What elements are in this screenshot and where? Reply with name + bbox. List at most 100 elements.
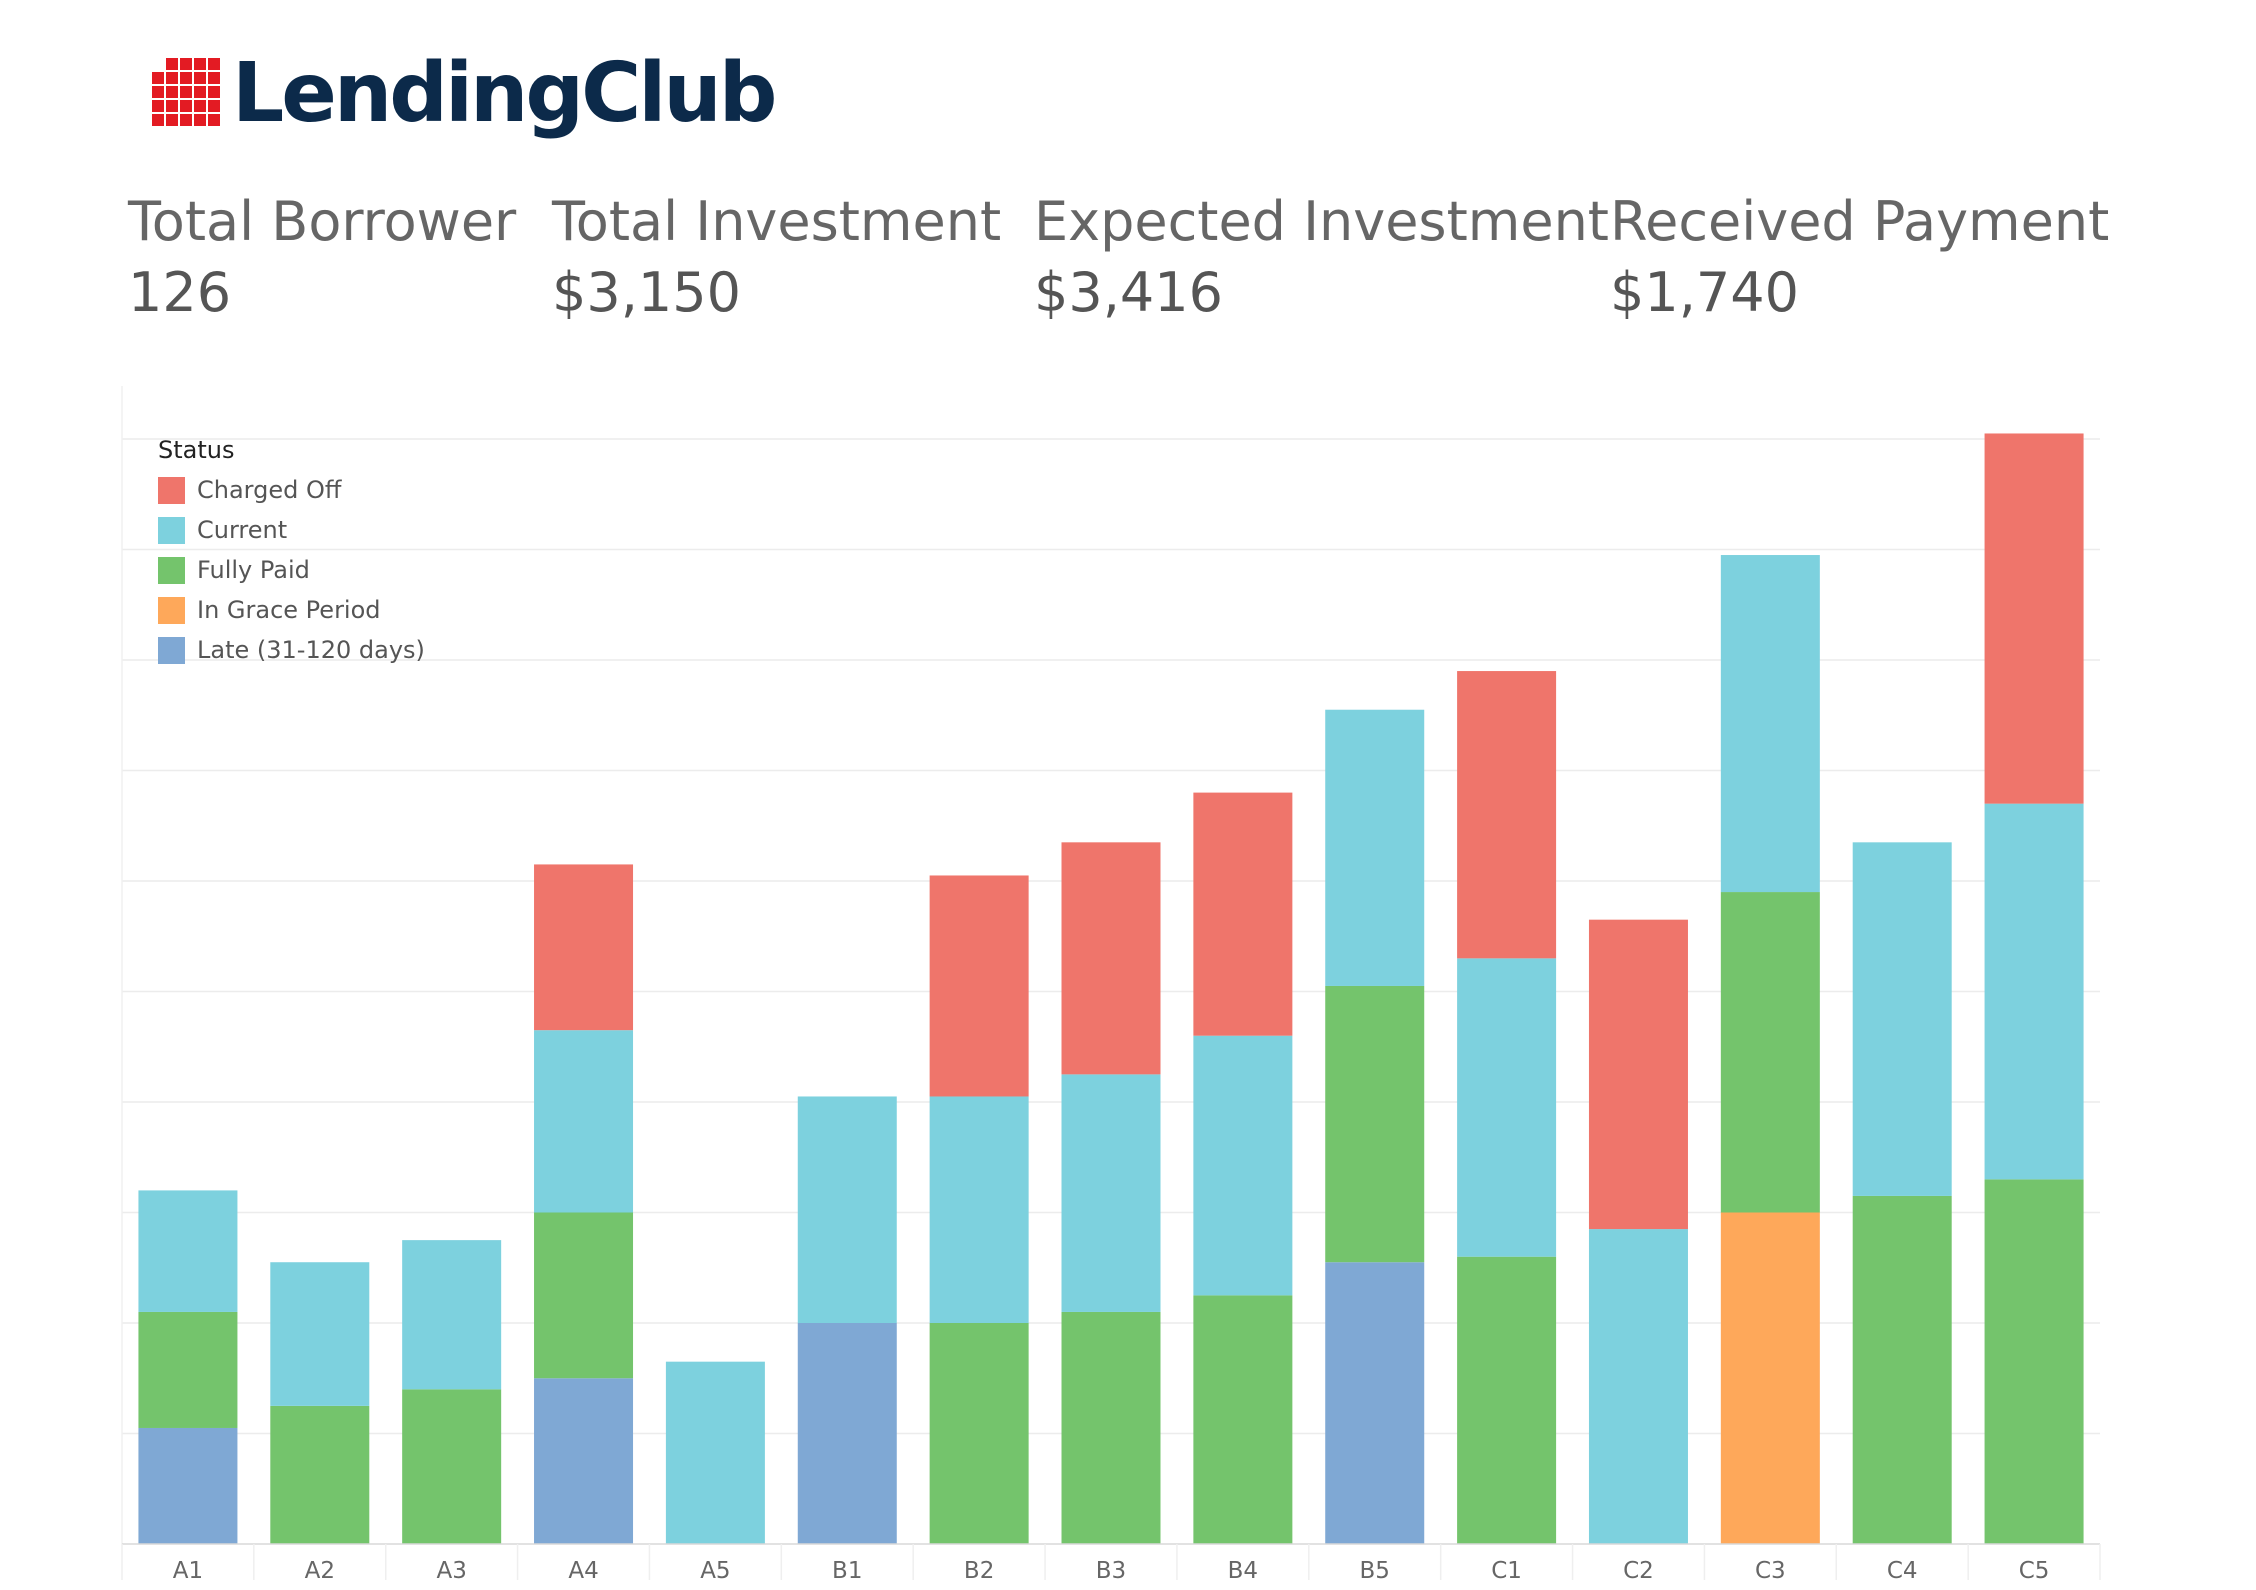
- bar-segment-c5-current[interactable]: [1984, 803, 2084, 1180]
- kpi-value: $1,740: [1610, 261, 1799, 324]
- x-tick-label: A5: [700, 1558, 730, 1584]
- legend-swatch: [158, 596, 185, 624]
- kpi-value: 126: [128, 261, 232, 324]
- bar-segment-b2-charged-off[interactable]: [929, 875, 1029, 1097]
- logo-mark-square: [208, 58, 220, 70]
- legend-label: In Grace Period: [197, 596, 381, 624]
- bar-segment-c1-current[interactable]: [1457, 958, 1557, 1257]
- bar-segment-b4-current[interactable]: [1193, 1035, 1293, 1296]
- bar-segment-a1-current[interactable]: [138, 1190, 238, 1312]
- logo-mark-square: [180, 58, 192, 70]
- bar-segment-b5-current[interactable]: [1325, 709, 1425, 986]
- bar-segment-b4-charged-off[interactable]: [1193, 792, 1293, 1036]
- logo-mark-square: [180, 72, 192, 84]
- logo-mark-square: [166, 86, 178, 98]
- x-tick-label: A4: [568, 1558, 598, 1584]
- brand-name: LendingClub: [232, 46, 777, 141]
- logo-mark-square: [152, 100, 164, 112]
- bar-segment-b4-fully-paid[interactable]: [1193, 1295, 1293, 1544]
- legend-label: Current: [197, 516, 288, 544]
- kpi-label: Received Payment: [1610, 190, 2110, 253]
- kpi-label: Total Borrower: [128, 190, 517, 253]
- bar-segment-b5-fully-paid[interactable]: [1325, 985, 1425, 1263]
- bar-segment-c3-current[interactable]: [1720, 555, 1820, 893]
- bar-segment-c1-charged-off[interactable]: [1457, 671, 1557, 959]
- logo-mark-square: [194, 86, 206, 98]
- legend-swatch: [158, 636, 185, 664]
- legend-item-fully-paid[interactable]: Fully Paid: [158, 550, 425, 590]
- legend-item-late[interactable]: Late (31-120 days): [158, 630, 425, 670]
- bar-segment-c3-fully-paid[interactable]: [1720, 892, 1820, 1213]
- bar-segment-b2-fully-paid[interactable]: [929, 1323, 1029, 1544]
- bar-segment-b3-current[interactable]: [1061, 1074, 1161, 1312]
- x-tick-label: C1: [1491, 1558, 1522, 1584]
- logo-mark-square: [166, 114, 178, 126]
- x-tick-label: C2: [1623, 1558, 1654, 1584]
- bar-segment-c1-fully-paid[interactable]: [1457, 1256, 1557, 1544]
- kpi-label: Total Investment: [552, 190, 1002, 253]
- bar-segment-b2-current[interactable]: [929, 1096, 1029, 1323]
- bar-segment-a4-fully-paid[interactable]: [534, 1212, 634, 1379]
- logo-mark-square: [166, 58, 178, 70]
- bar-segment-a2-fully-paid[interactable]: [270, 1405, 370, 1544]
- bar-segment-b3-fully-paid[interactable]: [1061, 1311, 1161, 1544]
- logo-mark-square: [194, 100, 206, 112]
- logo-mark-square: [208, 72, 220, 84]
- bar-segment-c4-current[interactable]: [1852, 842, 1952, 1196]
- logo-mark-square: [180, 114, 192, 126]
- logo-mark-square: [208, 114, 220, 126]
- bar-segment-a1-late-31-120-days[interactable]: [138, 1427, 238, 1544]
- x-tick-label: C4: [1887, 1558, 1918, 1584]
- legend-label: Late (31-120 days): [197, 636, 425, 664]
- x-tick-label: A2: [305, 1558, 335, 1584]
- x-tick-label: C3: [1755, 1558, 1786, 1584]
- logo-mark-square: [152, 86, 164, 98]
- logo-mark-square: [194, 58, 206, 70]
- legend-swatch: [158, 476, 185, 504]
- logo-mark-square: [194, 72, 206, 84]
- bar-segment-c4-fully-paid[interactable]: [1852, 1195, 1952, 1544]
- x-tick-label: B4: [1228, 1558, 1258, 1584]
- bar-segment-b1-late-31-120-days[interactable]: [797, 1323, 897, 1544]
- bar-segment-a1-fully-paid[interactable]: [138, 1311, 238, 1428]
- kpi-expected-investment: Expected Investment $3,416: [1034, 190, 1609, 324]
- legend-item-in-grace-period[interactable]: In Grace Period: [158, 590, 425, 630]
- x-tick-label: C5: [2019, 1558, 2050, 1584]
- bar-segment-a4-current[interactable]: [534, 1030, 634, 1213]
- legend-item-charged-off[interactable]: Charged Off: [158, 470, 425, 510]
- x-tick-label: B1: [832, 1558, 862, 1584]
- legend-swatch: [158, 556, 185, 584]
- bar-segment-c3-in-grace-period[interactable]: [1720, 1212, 1820, 1545]
- bar-segment-a4-late-31-120-days[interactable]: [534, 1378, 634, 1544]
- bar-segment-a2-current[interactable]: [270, 1262, 370, 1406]
- legend-title: Status: [158, 436, 235, 464]
- legend-label: Charged Off: [197, 476, 342, 504]
- kpi-total-borrower: Total Borrower 126: [128, 190, 516, 324]
- kpi-value: $3,416: [1034, 261, 1223, 324]
- logo-mark-square: [208, 100, 220, 112]
- bar-segment-c5-charged-off[interactable]: [1984, 433, 2084, 804]
- legend-item-current[interactable]: Current: [158, 510, 425, 550]
- logo-mark-square: [180, 86, 192, 98]
- kpi-total-investment: Total Investment $3,150: [552, 190, 1001, 324]
- bar-segment-b3-charged-off[interactable]: [1061, 842, 1161, 1075]
- lendingclub-mark-icon: [152, 58, 220, 126]
- bar-segment-a4-charged-off[interactable]: [534, 864, 634, 1031]
- bar-segment-c2-current[interactable]: [1588, 1229, 1688, 1544]
- kpi-label: Expected Investment: [1034, 190, 1609, 253]
- legend-label: Fully Paid: [197, 556, 310, 584]
- legend-swatch: [158, 516, 185, 544]
- chart-legend: Status Charged Off Current Fully Paid In…: [158, 436, 425, 670]
- bar-segment-b5-late-31-120-days[interactable]: [1325, 1262, 1425, 1544]
- bar-segment-a3-current[interactable]: [402, 1240, 502, 1390]
- logo-mark-square: [194, 114, 206, 126]
- bar-segment-c5-fully-paid[interactable]: [1984, 1179, 2084, 1544]
- logo-mark-square: [208, 86, 220, 98]
- bar-segment-a3-fully-paid[interactable]: [402, 1389, 502, 1544]
- bar-segment-a5-current[interactable]: [665, 1361, 765, 1544]
- bar-segment-c2-charged-off[interactable]: [1588, 919, 1688, 1230]
- logo-mark-square: [180, 100, 192, 112]
- kpi-received-payment: Received Payment $1,740: [1610, 190, 2109, 324]
- bar-segment-b1-current[interactable]: [797, 1096, 897, 1323]
